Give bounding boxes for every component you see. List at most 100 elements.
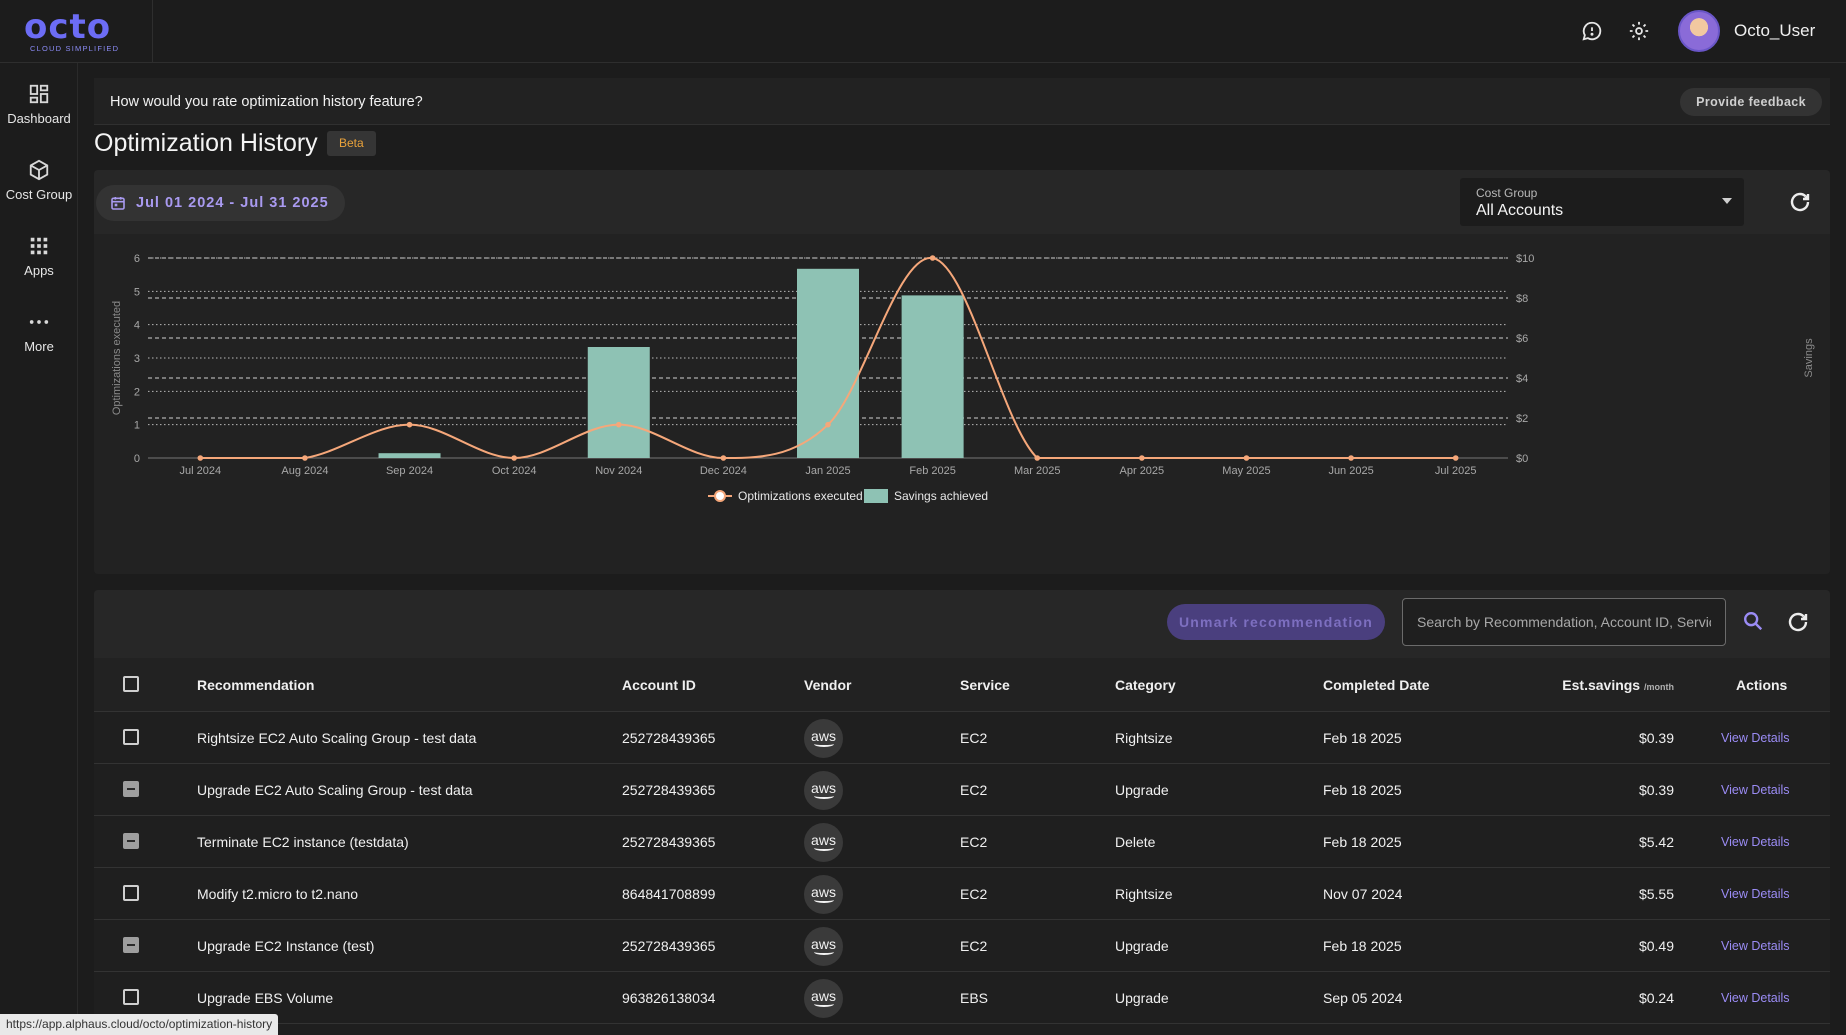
chart-refresh-icon[interactable] <box>1788 190 1812 214</box>
cell-completed-date: Feb 18 2025 <box>1323 730 1402 746</box>
row-checkbox[interactable] <box>123 781 139 797</box>
view-details-link[interactable]: View Details <box>1721 939 1790 953</box>
date-range-picker[interactable]: Jul 01 2024 - Jul 31 2025 <box>96 185 345 221</box>
y-tick-label: 0 <box>134 453 140 465</box>
octo-logo[interactable]: octo CLOUD SIMPLIFIED <box>24 10 154 54</box>
table-header: Recommendation Account ID Vendor Service… <box>94 658 1830 712</box>
sidebar-item-apps[interactable]: Apps <box>0 235 78 278</box>
sidebar-item-label: Cost Group <box>5 187 73 202</box>
header-category[interactable]: Category <box>1115 677 1176 693</box>
point-optimizations <box>720 455 727 461</box>
x-tick-label: Feb 2025 <box>909 465 955 477</box>
row-checkbox[interactable] <box>123 729 139 745</box>
point-optimizations <box>1452 455 1459 461</box>
x-tick-label: Sep 2024 <box>386 465 433 477</box>
logo-tagline: CLOUD SIMPLIFIED <box>30 44 120 53</box>
y2-tick-label: $8 <box>1516 293 1528 305</box>
sidebar-item-cost-group[interactable]: Cost Group <box>0 159 78 202</box>
y2-tick-label: $2 <box>1516 413 1528 425</box>
vendor-name: aws <box>811 884 836 900</box>
sidebar-item-label: Dashboard <box>7 111 71 126</box>
cost-group-value: All Accounts <box>1476 202 1564 219</box>
unmark-recommendation-button[interactable]: Unmark recommendation <box>1167 604 1385 640</box>
row-checkbox[interactable] <box>123 885 139 901</box>
header-service[interactable]: Service <box>960 677 1010 693</box>
row-checkbox[interactable] <box>123 989 139 1005</box>
aws-logo-icon: aws <box>804 771 843 810</box>
date-range-text: Jul 01 2024 - Jul 31 2025 <box>136 195 329 211</box>
x-tick-label: Nov 2024 <box>595 465 642 477</box>
cell-category: Upgrade <box>1115 990 1169 1006</box>
beta-badge: Beta <box>327 131 376 156</box>
cell-completed-date: Feb 18 2025 <box>1323 834 1402 850</box>
view-details-link[interactable]: View Details <box>1721 887 1790 901</box>
avatar[interactable] <box>1678 10 1720 52</box>
table-row: Terminate EC2 instance (testdata) 2527284… <box>94 816 1830 868</box>
sidebar-item-more[interactable]: More <box>0 311 78 354</box>
bar-savings <box>797 268 859 458</box>
view-details-link[interactable]: View Details <box>1721 991 1790 1005</box>
legend-label: Savings achieved <box>894 489 988 503</box>
point-optimizations <box>1348 455 1354 461</box>
cube-icon <box>29 159 49 181</box>
table-row: Modify t2.micro to t2.nano 864841708899 aw… <box>94 868 1830 920</box>
y2-tick-label: $0 <box>1516 453 1528 465</box>
cell-service: EC2 <box>960 886 988 902</box>
cell-service: EC2 <box>960 938 988 954</box>
x-tick-label: Dec 2024 <box>700 465 747 477</box>
username[interactable]: Octo_User <box>1734 21 1816 40</box>
y-tick-label: 2 <box>134 386 140 398</box>
select-all-checkbox[interactable] <box>123 676 139 692</box>
cell-category: Rightsize <box>1115 886 1173 902</box>
header-recommendation[interactable]: Recommendation <box>197 677 315 693</box>
view-details-link[interactable]: View Details <box>1721 731 1790 745</box>
view-details-link[interactable]: View Details <box>1721 835 1790 849</box>
search-input[interactable] <box>1402 598 1726 646</box>
apps-grid-icon <box>30 237 48 255</box>
y-tick-label: 6 <box>134 253 140 265</box>
header-completed-date[interactable]: Completed Date <box>1323 677 1430 693</box>
provide-feedback-button[interactable]: Provide feedback <box>1680 88 1822 116</box>
vendor-name: aws <box>811 728 836 744</box>
bar-savings <box>587 347 650 458</box>
header-savings-unit: /month <box>1644 682 1674 692</box>
cell-recommendation: Upgrade EC2 Auto Scaling Group - test da… <box>197 782 473 798</box>
cell-service: EC2 <box>960 730 988 746</box>
top-bar: octo CLOUD SIMPLIFIED Octo_User <box>0 0 1846 63</box>
bar-savings <box>901 295 964 458</box>
cell-est-savings: $0.24 <box>1638 990 1674 1006</box>
chat-bubble-icon[interactable] <box>1577 16 1607 46</box>
cost-group-select[interactable]: Cost Group All Accounts <box>1460 178 1744 226</box>
header-est-savings-label: Est.savings <box>1562 677 1641 693</box>
y-tick-label: 1 <box>134 420 140 432</box>
header-est-savings[interactable]: Est.savings /month <box>1464 677 1674 693</box>
cell-category: Rightsize <box>1115 730 1173 746</box>
y2-tick-label: $6 <box>1516 333 1528 345</box>
row-checkbox[interactable] <box>123 833 139 849</box>
vendor-name: aws <box>811 988 836 1004</box>
table-refresh-icon[interactable] <box>1786 610 1810 634</box>
sidebar-item-dashboard[interactable]: Dashboard <box>0 83 78 126</box>
y-tick-label: 4 <box>134 320 140 332</box>
search-icon[interactable] <box>1742 610 1766 634</box>
cell-est-savings: $5.55 <box>1638 886 1674 902</box>
gear-icon[interactable] <box>1624 16 1654 46</box>
x-tick-label: May 2025 <box>1222 465 1270 477</box>
aws-logo-icon: aws <box>804 823 843 862</box>
header-account-id[interactable]: Account ID <box>622 677 696 693</box>
header-vendor[interactable]: Vendor <box>804 677 852 693</box>
row-checkbox[interactable] <box>123 937 139 953</box>
cell-category: Upgrade <box>1115 938 1169 954</box>
point-optimizations <box>615 421 622 428</box>
cell-account-id: 864841708899 <box>622 886 716 902</box>
view-details-link[interactable]: View Details <box>1721 783 1790 797</box>
cell-account-id: 963826138034 <box>622 990 716 1006</box>
x-tick-label: Oct 2024 <box>492 465 537 477</box>
logo-divider <box>152 0 153 63</box>
x-tick-label: Apr 2025 <box>1120 465 1165 477</box>
vendor-name: aws <box>811 780 836 796</box>
logo-wordmark: octo <box>24 7 112 47</box>
cell-account-id: 252728439365 <box>622 782 716 798</box>
cell-est-savings: $5.42 <box>1638 834 1674 850</box>
chart-card: Jul 01 2024 - Jul 31 2025 Cost Group All… <box>94 170 1830 574</box>
